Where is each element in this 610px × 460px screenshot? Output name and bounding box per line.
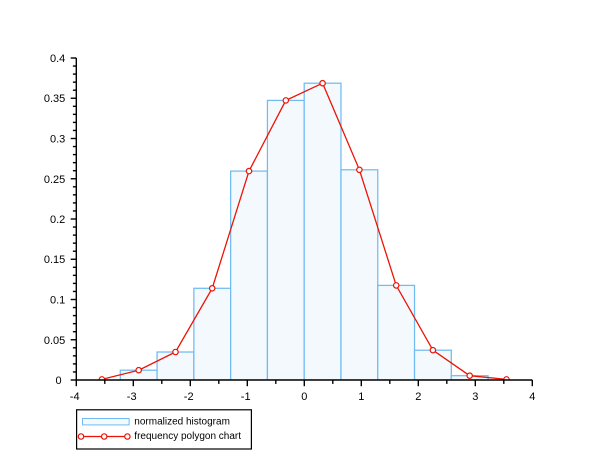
svg-text:normalized histogram: normalized histogram <box>134 417 230 428</box>
svg-text:0.35: 0.35 <box>44 93 65 105</box>
svg-text:0.2: 0.2 <box>50 214 65 226</box>
svg-text:0: 0 <box>301 391 307 403</box>
svg-text:-4: -4 <box>70 391 80 403</box>
svg-text:0: 0 <box>55 375 61 387</box>
svg-text:-1: -1 <box>241 391 251 403</box>
svg-text:1: 1 <box>358 391 364 403</box>
svg-text:0.05: 0.05 <box>44 335 65 347</box>
svg-text:-3: -3 <box>127 391 137 403</box>
svg-text:0.25: 0.25 <box>44 174 65 186</box>
svg-text:0.15: 0.15 <box>44 254 65 266</box>
svg-text:0.4: 0.4 <box>50 53 65 65</box>
svg-text:4: 4 <box>529 391 535 403</box>
svg-text:3: 3 <box>472 391 478 403</box>
svg-text:-2: -2 <box>184 391 194 403</box>
svg-text:0.3: 0.3 <box>50 134 65 146</box>
svg-text:2: 2 <box>415 391 421 403</box>
svg-text:frequency polygon chart: frequency polygon chart <box>134 431 241 442</box>
svg-text:0.1: 0.1 <box>50 295 65 307</box>
